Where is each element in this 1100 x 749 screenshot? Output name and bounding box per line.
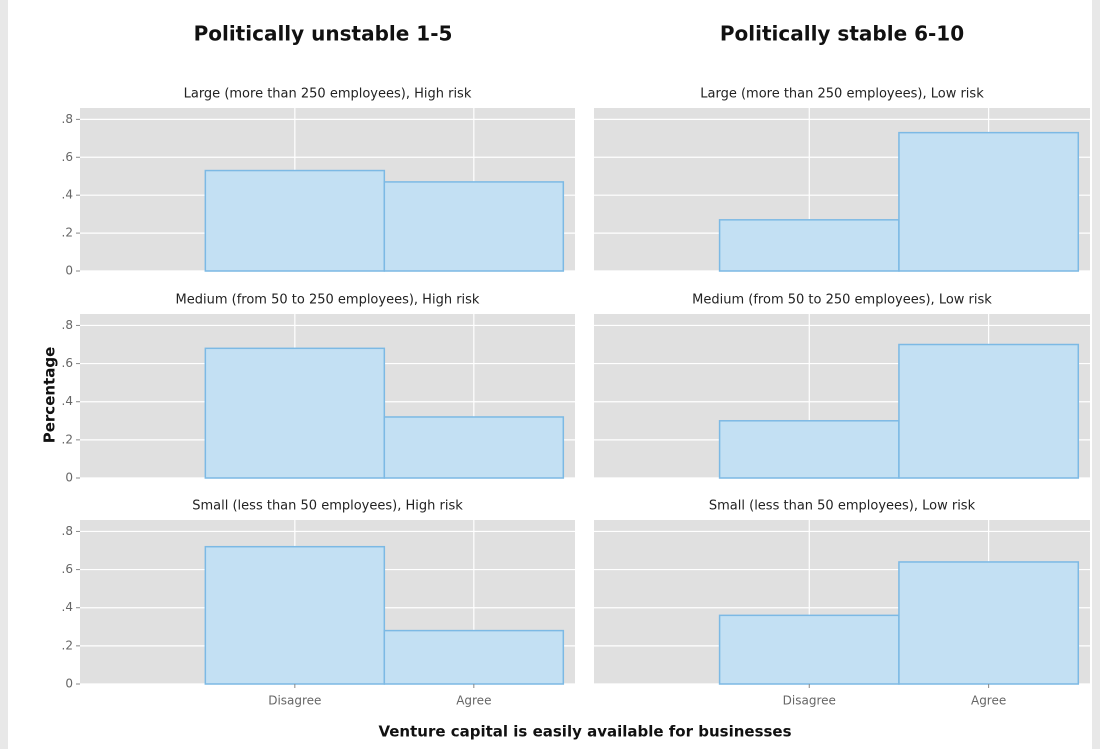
bar <box>204 347 386 479</box>
x-tick-label: Agree <box>456 694 491 708</box>
bar <box>898 131 1080 272</box>
y-tick-label: .4 <box>62 394 73 408</box>
y-tick-label: 0 <box>65 471 73 485</box>
y-tick-label: 0 <box>65 264 73 278</box>
column-title: Politically stable 6-10 <box>720 22 964 46</box>
y-tick-label: .2 <box>62 432 73 446</box>
y-tick-label: .6 <box>62 150 73 164</box>
column-title: Politically unstable 1-5 <box>194 22 453 46</box>
y-tick-label: 0 <box>65 677 73 691</box>
y-tick-label: .4 <box>62 188 73 202</box>
y-tick-label: .8 <box>62 112 73 126</box>
panel-title: Small (less than 50 employees), Low risk <box>709 499 976 514</box>
bar <box>383 181 565 272</box>
bar <box>718 420 900 479</box>
panel-title: Large (more than 250 employees), High ri… <box>184 87 472 102</box>
bar <box>383 629 565 685</box>
x-tick-label: Disagree <box>268 694 321 708</box>
bar <box>383 416 565 479</box>
panel-title: Small (less than 50 employees), High ris… <box>192 499 463 514</box>
y-tick-label: .2 <box>62 638 73 652</box>
x-axis-label: Venture capital is easily available for … <box>378 723 791 741</box>
bar <box>204 169 386 272</box>
y-tick-label: .6 <box>62 562 73 576</box>
y-tick-label: .8 <box>62 318 73 332</box>
y-tick-label: .4 <box>62 600 73 614</box>
x-tick-label: Agree <box>971 694 1006 708</box>
panel-title: Large (more than 250 employees), Low ris… <box>700 87 984 102</box>
bar <box>898 561 1080 685</box>
bar <box>204 545 386 685</box>
panel-title: Medium (from 50 to 250 employees), High … <box>176 293 480 308</box>
y-axis-label: Percentage <box>41 347 59 444</box>
x-tick-label: Disagree <box>783 694 836 708</box>
y-tick-label: .8 <box>62 524 73 538</box>
bar <box>718 219 900 272</box>
bar <box>718 614 900 685</box>
bar <box>898 343 1080 479</box>
y-tick-label: .6 <box>62 356 73 370</box>
y-tick-label: .2 <box>62 226 73 240</box>
panel-title: Medium (from 50 to 250 employees), Low r… <box>692 293 992 308</box>
